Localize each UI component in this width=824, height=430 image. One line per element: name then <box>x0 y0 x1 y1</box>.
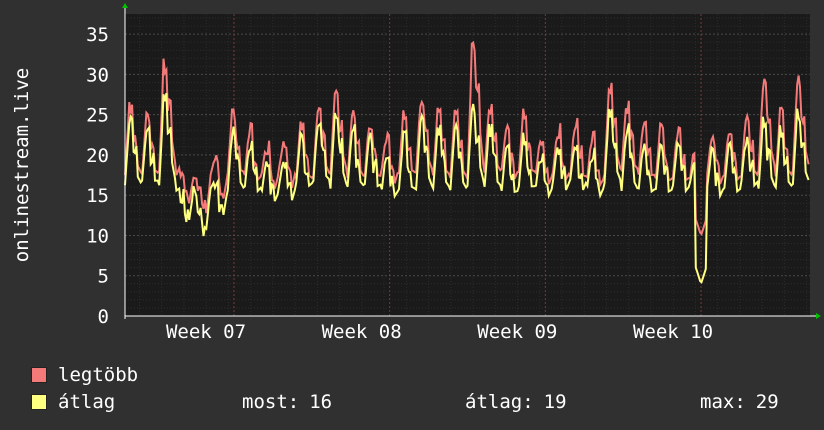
y-tick-label: 10 <box>86 225 109 247</box>
stat-avg: átlag: 19 <box>465 391 567 413</box>
y-tick-label: 30 <box>86 64 109 86</box>
stat-now-label: most: <box>242 391 300 413</box>
y-tick-label: 35 <box>86 24 109 46</box>
y-tick-label: 25 <box>86 105 109 127</box>
x-tick-label: Week 08 <box>322 321 402 343</box>
stat-max-value: 29 <box>755 391 779 413</box>
y-tick-label: 5 <box>98 266 109 288</box>
legend-label-avg: átlag <box>58 391 116 413</box>
stat-max-label: max: <box>700 391 746 413</box>
x-axis-arrow <box>816 313 821 319</box>
legend-swatch-max <box>31 367 47 383</box>
x-tick-label: Week 09 <box>477 321 557 343</box>
stat-avg-value: 19 <box>543 391 567 413</box>
legend-label-max: legtöbb <box>58 364 139 386</box>
y-axis-label: onlinestream.live <box>11 67 33 263</box>
x-tick-label: Week 07 <box>166 321 246 343</box>
x-tick-label: Week 10 <box>633 321 713 343</box>
y-tick-label: 0 <box>98 306 109 328</box>
legend-swatch-avg <box>31 394 47 410</box>
series-line-avg <box>124 92 810 284</box>
stat-avg-label: átlag: <box>465 391 534 413</box>
stat-max: max: 29 <box>700 391 779 413</box>
stat-now-value: 16 <box>309 391 333 413</box>
y-tick-label: 20 <box>86 145 109 167</box>
stat-now: most: 16 <box>242 391 332 413</box>
y-axis-arrow <box>122 3 128 8</box>
y-tick-label: 15 <box>86 185 109 207</box>
